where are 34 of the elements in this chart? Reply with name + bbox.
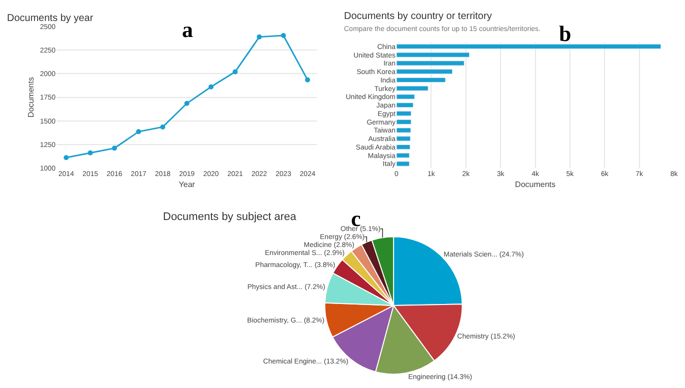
bar bbox=[396, 86, 428, 91]
point bbox=[160, 124, 166, 130]
bar bbox=[396, 110, 412, 116]
bar bbox=[396, 77, 446, 83]
bar bbox=[396, 102, 414, 108]
bar bbox=[396, 94, 415, 100]
point bbox=[208, 84, 214, 90]
point bbox=[88, 150, 93, 156]
bar bbox=[396, 119, 412, 124]
bar bbox=[396, 136, 411, 142]
x-axis-title: Year bbox=[178, 180, 196, 190]
chart-title: Documents by subject area bbox=[163, 211, 298, 223]
annotation: a bbox=[182, 17, 193, 42]
y-axis-title: Documents bbox=[26, 77, 36, 118]
point bbox=[232, 69, 238, 74]
bar bbox=[396, 161, 410, 166]
point bbox=[136, 129, 142, 134]
bar bbox=[396, 52, 470, 58]
bar bbox=[396, 152, 410, 158]
point bbox=[305, 77, 310, 82]
bar bbox=[396, 128, 411, 133]
bar bbox=[396, 69, 453, 74]
annotation: b bbox=[559, 21, 572, 46]
x-axis-title: Documents bbox=[515, 180, 556, 190]
bar bbox=[396, 44, 662, 50]
chart-title: Documents by year bbox=[7, 13, 94, 24]
point bbox=[64, 155, 69, 160]
point bbox=[184, 100, 190, 106]
point bbox=[112, 146, 117, 151]
bar bbox=[396, 60, 464, 66]
chart-title: Documents by country or territory bbox=[344, 11, 492, 22]
bar bbox=[396, 144, 410, 150]
point bbox=[256, 34, 262, 40]
point bbox=[280, 33, 286, 38]
